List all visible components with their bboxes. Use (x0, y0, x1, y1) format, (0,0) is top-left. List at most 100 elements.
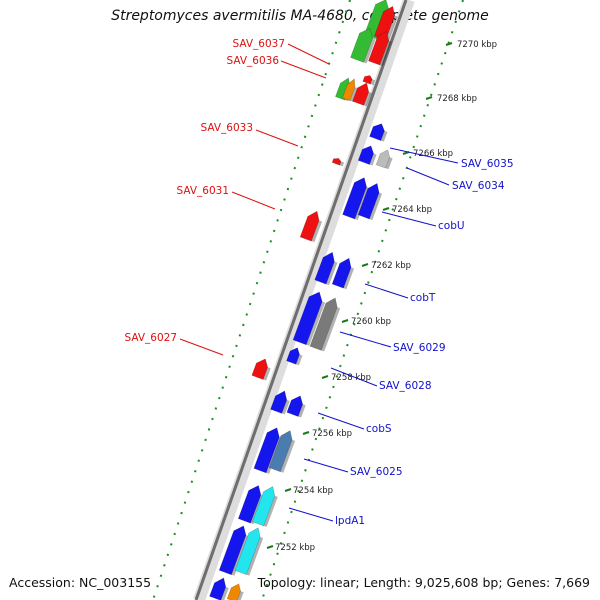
ring-dot (176, 522, 180, 525)
ring-dot (259, 271, 262, 274)
ring-dot (367, 281, 370, 284)
ring-dot (332, 385, 335, 389)
cds-sav6028 (286, 347, 300, 365)
cds-red-6037 (368, 30, 390, 66)
cds-sav6036-c (352, 82, 370, 106)
cds-bottom-a (218, 525, 247, 576)
leader-minus (231, 191, 276, 210)
outer-dotted-ring-left (152, 0, 351, 598)
cds-cobs-a-shade (281, 399, 290, 415)
cds-cobt-a (314, 251, 335, 285)
gene-label-cobs[interactable]: cobS (366, 423, 392, 435)
ring-dot (283, 198, 286, 201)
gene-label-sav-6036[interactable]: SAV_6036 (226, 55, 279, 67)
ring-dot (324, 72, 327, 76)
gene-label-sav-6031[interactable]: SAV_6031 (176, 185, 229, 197)
ring-dot (391, 208, 395, 211)
ring-dot (320, 83, 324, 86)
leader-plus (317, 412, 365, 430)
ring-dot (377, 250, 381, 253)
cds-sav6037-shade (363, 37, 376, 64)
cds-sav6029-b-shade (321, 307, 341, 352)
cds-sav6028-shade (295, 354, 303, 366)
ring-dot (381, 239, 384, 243)
ring-dot (426, 103, 430, 107)
ring-dot (204, 438, 207, 442)
leader-plus (303, 458, 349, 473)
cds-cobt-b (331, 257, 352, 289)
gene-label-sav-6037[interactable]: SAV_6037 (232, 38, 285, 50)
cds-green-top (364, 0, 390, 40)
ring-dot (286, 521, 290, 524)
gene-label-lpda1[interactable]: lpdA1 (335, 515, 365, 527)
gene-label-sav-6029[interactable]: SAV_6029 (393, 342, 446, 354)
ring-dot (461, 0, 464, 3)
gene-label-sav-6028[interactable]: SAV_6028 (379, 380, 432, 392)
gene-label-sav-6035[interactable]: SAV_6035 (461, 158, 514, 170)
tick-label-7252: 7252 kbp (275, 543, 315, 553)
gene-features (209, 0, 398, 600)
tick-label-7256: 7256 kbp (312, 429, 352, 439)
cds-lpda1-b-shade (263, 495, 278, 527)
cds-sav6029-a-shade (306, 301, 326, 346)
cds-sav6025-b-shade (280, 439, 296, 473)
cds-sav6034-a (357, 145, 374, 165)
ring-dot (272, 229, 276, 233)
ring-dot (304, 469, 307, 472)
gene-label-sav-6027[interactable]: SAV_6027 (124, 332, 177, 344)
ring-dot (402, 176, 405, 180)
ring-dot (231, 355, 235, 358)
ring-dot (409, 156, 412, 159)
leader-minus (179, 338, 224, 356)
gene-label-sav-6025[interactable]: SAV_6025 (350, 466, 403, 478)
tick-label-7266: 7266 kbp (413, 149, 453, 159)
gene-label-sav-6034[interactable]: SAV_6034 (452, 180, 505, 192)
cds-sav6036-c-shade (363, 91, 372, 107)
tick-mark (425, 96, 433, 100)
minus-strand-labels: SAV_6037 SAV_6036 SAV_6033 SAV_6031 SAV_… (124, 38, 285, 344)
cds-small-red-shade (370, 79, 376, 86)
ring-dot (286, 187, 290, 191)
tick-mark (382, 207, 390, 211)
cds-sav6034-a-shade (369, 153, 377, 166)
cds-sav6034-b (375, 149, 390, 169)
ring-dot (166, 553, 170, 557)
ring-dot (183, 501, 187, 504)
ring-dot (180, 511, 183, 515)
ring-dot (290, 177, 293, 180)
plus-strand-labels: SAV_6035 SAV_6034 cobU cobT SAV_6029 SAV… (335, 158, 514, 527)
ring-dot (173, 532, 176, 536)
tick-label-7258: 7258 kbp (331, 373, 371, 383)
ring-dot (314, 104, 317, 107)
cds-cobs-b (286, 395, 303, 417)
cds-sav6036-b-shade (349, 87, 358, 102)
ring-dot (415, 135, 419, 138)
ring-dot (238, 334, 242, 337)
cds-cobu-b-shade (369, 192, 383, 220)
cds-cobt-b-shade (343, 267, 355, 290)
gene-label-cobu[interactable]: cobU (438, 220, 465, 232)
gene-label-cobt[interactable]: cobT (410, 292, 436, 304)
ring-dot (436, 72, 440, 76)
ring-dot (242, 323, 245, 327)
tick-label-7260: 7260 kbp (351, 317, 391, 327)
ring-dot (370, 270, 374, 274)
cds-sav6027-shade (263, 367, 271, 381)
ring-dot (156, 584, 159, 588)
cds-sav6031-shade (311, 220, 323, 243)
tick-label-7264: 7264 kbp (392, 205, 432, 215)
cds-cobs-b-shade (298, 404, 306, 418)
leader-plus (389, 147, 459, 164)
cds-sav6033-shade (339, 161, 345, 167)
label-leader-lines (179, 43, 459, 522)
cds-bottom-b (234, 527, 261, 575)
tick-label-7262: 7262 kbp (371, 261, 411, 271)
gene-label-sav-6033[interactable]: SAV_6033 (200, 122, 253, 134)
cds-sav6029-b (309, 297, 338, 351)
ring-dot (194, 469, 197, 473)
ring-dot (235, 344, 238, 348)
cds-bottom-c-shade (220, 586, 229, 600)
cds-cobu-a (342, 177, 367, 220)
cds-sav6025-a (253, 427, 280, 474)
